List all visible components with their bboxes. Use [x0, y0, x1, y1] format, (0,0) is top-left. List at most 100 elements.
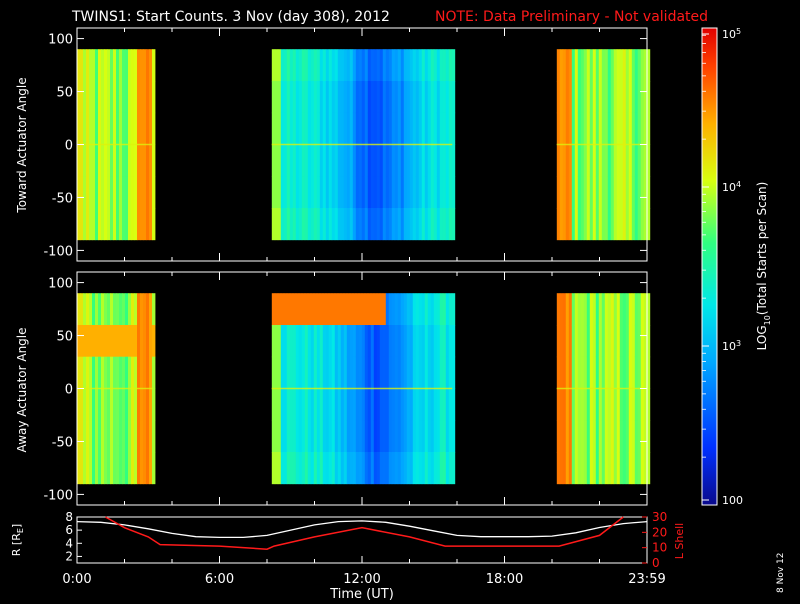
heatmap-cell [406, 420, 411, 453]
heatmap-cell [577, 176, 582, 209]
heatmap-cell [280, 176, 285, 209]
heatmap-cell [619, 81, 624, 114]
colorbar-tick-label: 105 [722, 27, 741, 41]
heatmap-cell [613, 208, 618, 241]
heatmap-cell [385, 144, 390, 177]
heatmap-cell [331, 144, 336, 177]
heatmap-cell [376, 176, 381, 209]
heatmap-cell [574, 112, 579, 145]
heatmap-cell [334, 112, 339, 145]
heatmap-cell [325, 452, 330, 485]
toward-y-axis-label: Toward Actuator Angle [15, 77, 29, 213]
heatmap-cell [110, 144, 114, 177]
heatmap-cell [298, 144, 303, 177]
heatmap-cell [418, 452, 423, 485]
heatmap-cell [274, 452, 279, 485]
heatmap-cell [125, 420, 129, 453]
heatmap-cell [568, 112, 573, 145]
heatmap-cell [86, 144, 90, 177]
date-stamp: 8 Nov 12 [776, 553, 786, 593]
heatmap-cell [367, 325, 372, 358]
heatmap-cell [80, 452, 84, 485]
heatmap-cell [640, 388, 645, 421]
heatmap-cell [565, 176, 570, 209]
heatmap-cell [403, 49, 408, 82]
heatmap-cell [271, 81, 276, 114]
heatmap-cell [113, 452, 117, 485]
heatmap-cell [89, 112, 93, 145]
heatmap-cell [122, 208, 126, 241]
heatmap-cell [83, 81, 87, 114]
heatmap-cell [140, 293, 144, 326]
heatmap-cell [149, 356, 153, 389]
heatmap-cell [415, 388, 420, 421]
heatmap-cell [361, 420, 366, 453]
heatmap-cell [337, 112, 342, 145]
heatmap-cell [149, 81, 153, 114]
heatmap-cell [430, 144, 435, 177]
heatmap-cell [628, 49, 633, 82]
heatmap-cell [445, 208, 450, 241]
heatmap-cell [128, 293, 132, 326]
heatmap-cell [451, 325, 456, 358]
heatmap-cell [346, 420, 351, 453]
heatmap-cell [298, 49, 303, 82]
heatmap-cell [77, 420, 81, 453]
heatmap-cell [113, 356, 117, 389]
heatmap-cell [101, 176, 105, 209]
heatmap-cell [328, 49, 333, 82]
heatmap-cell [143, 176, 147, 209]
heatmap-cell [80, 112, 84, 145]
heatmap-cell [382, 420, 387, 453]
heatmap-cell [274, 144, 279, 177]
heatmap-cell [433, 49, 438, 82]
heatmap-cell [358, 176, 363, 209]
heatmap-cell [598, 112, 603, 145]
heatmap-cell [559, 112, 564, 145]
heatmap-cell [334, 144, 339, 177]
heatmap-cell [631, 452, 636, 485]
heatmap-cell [277, 452, 282, 485]
heatmap-cell [382, 325, 387, 358]
heatmap-cell [568, 81, 573, 114]
heatmap-cell [562, 208, 567, 241]
heatmap-cell [562, 420, 567, 453]
heatmap-cell [355, 325, 360, 358]
heatmap-cell [424, 388, 429, 421]
heatmap-cell [92, 81, 96, 114]
heatmap-cell [595, 388, 600, 421]
heatmap-cell [98, 293, 102, 326]
heatmap-cell [343, 144, 348, 177]
heatmap-cell [580, 388, 585, 421]
heatmap-cell [613, 176, 618, 209]
heatmap-cell [325, 81, 330, 114]
heatmap-cell [403, 356, 408, 389]
heatmap-cell [394, 452, 399, 485]
heatmap-cell [301, 452, 306, 485]
heatmap-cell [146, 293, 150, 326]
heatmap-cell [583, 144, 588, 177]
heatmap-cell [394, 144, 399, 177]
heatmap-cell [98, 356, 102, 389]
heatmap-cell [385, 49, 390, 82]
preliminary-note: NOTE: Data Preliminary - Not validated [435, 9, 708, 25]
heatmap-cell [343, 356, 348, 389]
heatmap-cell [403, 144, 408, 177]
away-y-ticks: 100 50 0 -50 -100 [43, 277, 647, 503]
heatmap-cell [325, 356, 330, 389]
heatmap-cell [358, 452, 363, 485]
heatmap-cell [379, 144, 384, 177]
heatmap-cell [310, 144, 315, 177]
heatmap-cell [385, 176, 390, 209]
heatmap-cell [110, 293, 114, 326]
heatmap-cell [586, 420, 591, 453]
heatmap-cell [448, 356, 453, 389]
heatmap-cell [116, 293, 120, 326]
heatmap-cell [137, 420, 141, 453]
heatmap-cell [601, 452, 606, 485]
heatmap-cell [577, 293, 582, 326]
heatmap-cell [301, 420, 306, 453]
heatmap-cell [316, 420, 321, 453]
heatmap-cell [430, 452, 435, 485]
heatmap-cell [574, 420, 579, 453]
